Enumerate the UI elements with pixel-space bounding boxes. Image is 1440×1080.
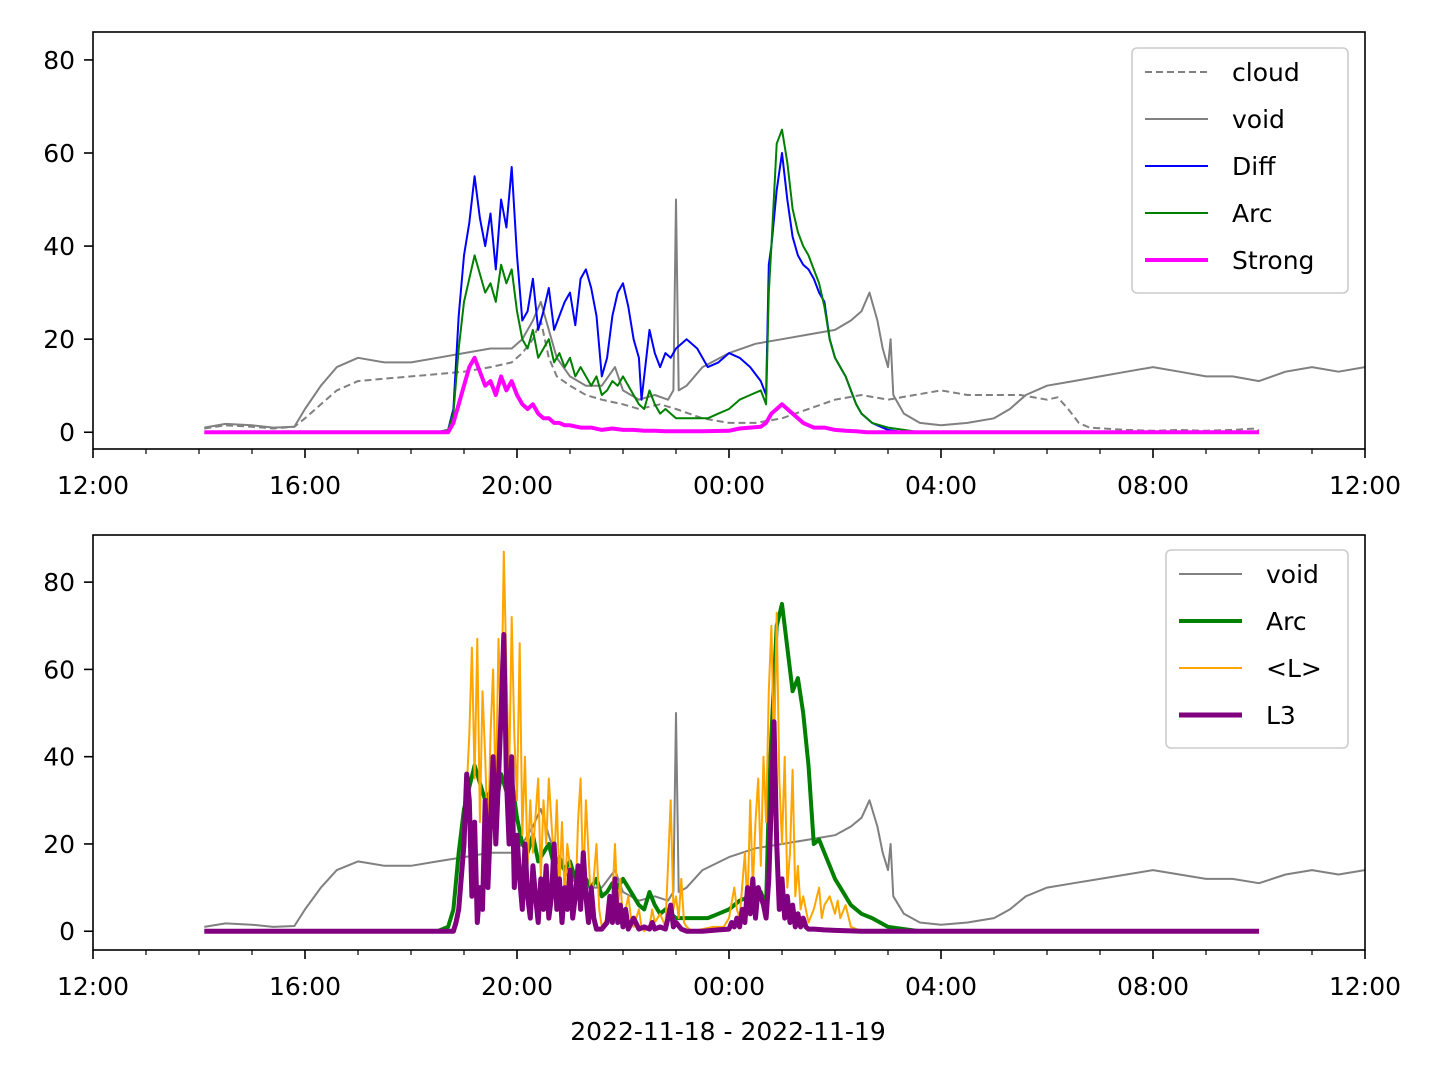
- top-legend-box: [1131, 47, 1349, 294]
- bottom-legend-label-l: <L>: [1266, 654, 1322, 683]
- bottom-x-tick-label: 12:00: [57, 972, 129, 1001]
- bottom-series-l-line: [452, 550, 862, 933]
- top-x-tick-label: 12:00: [1329, 471, 1401, 500]
- bottom-series-l3-line: [204, 632, 1259, 934]
- top-legend: cloud void Diff Arc Strong: [1131, 47, 1349, 294]
- top-legend-label-arc: Arc: [1232, 199, 1273, 228]
- bottom-y-tick-label: 60: [43, 655, 75, 684]
- top-series-cloud-line: [204, 319, 1260, 432]
- bottom-y-tick-label: 40: [43, 743, 75, 772]
- top-legend-label-void: void: [1232, 105, 1285, 134]
- bottom-plot-area: [204, 550, 1365, 934]
- top-x-tick-label: 08:00: [1117, 471, 1189, 500]
- bottom-legend-label-l3: L3: [1266, 701, 1296, 730]
- bottom-x-tick-label: 08:00: [1117, 972, 1189, 1001]
- top-series-void-line: [204, 198, 1365, 429]
- top-y-tick-label: 80: [43, 46, 75, 75]
- bottom-legend: void Arc <L> L3: [1165, 549, 1349, 749]
- bottom-x-tick-label: 16:00: [269, 972, 341, 1001]
- bottom-x-tick-label: 00:00: [693, 972, 765, 1001]
- bottom-x-tick-label: 04:00: [905, 972, 977, 1001]
- top-legend-label-diff: Diff: [1232, 152, 1276, 181]
- top-plot-area: [204, 128, 1365, 435]
- bottom-y-tick-label: 0: [59, 917, 75, 946]
- top-chart-panel: 12:00 16:00 20:00 00:00 04:00 08:00 12:00 0 20 40…: [43, 31, 1401, 500]
- bottom-y-tick-label: 80: [43, 568, 75, 597]
- bottom-x-tick-label: 12:00: [1329, 972, 1401, 1001]
- bottom-legend-box: [1165, 549, 1349, 749]
- bottom-legend-label-void: void: [1266, 560, 1319, 589]
- top-y-tick-label: 0: [59, 418, 75, 447]
- bottom-y-tick-label: 20: [43, 830, 75, 859]
- top-y-tick-label: 40: [43, 232, 75, 261]
- top-legend-label-strong: Strong: [1232, 246, 1314, 275]
- bottom-x-tick-label: 20:00: [481, 972, 553, 1001]
- top-y-tick-label: 20: [43, 325, 75, 354]
- top-series-diff-line: [437, 152, 920, 434]
- top-x-tick-label: 20:00: [481, 471, 553, 500]
- top-x-tick-label: 04:00: [905, 471, 977, 500]
- figure-xlabel: 2022-11-18 - 2022-11-19: [570, 1017, 886, 1046]
- bottom-chart-panel: 12:00 16:00 20:00 00:00 04:00 08:00 12:00 0 20 40…: [43, 534, 1401, 1001]
- top-x-tick-label: 12:00: [57, 471, 129, 500]
- top-series-strong-line: [204, 355, 1259, 435]
- top-series-arc-line: [437, 128, 920, 434]
- top-x-tick-label: 16:00: [269, 471, 341, 500]
- bottom-legend-label-arc: Arc: [1266, 607, 1307, 636]
- top-legend-label-cloud: cloud: [1232, 58, 1300, 87]
- top-x-tick-label: 00:00: [693, 471, 765, 500]
- top-y-tick-label: 60: [43, 139, 75, 168]
